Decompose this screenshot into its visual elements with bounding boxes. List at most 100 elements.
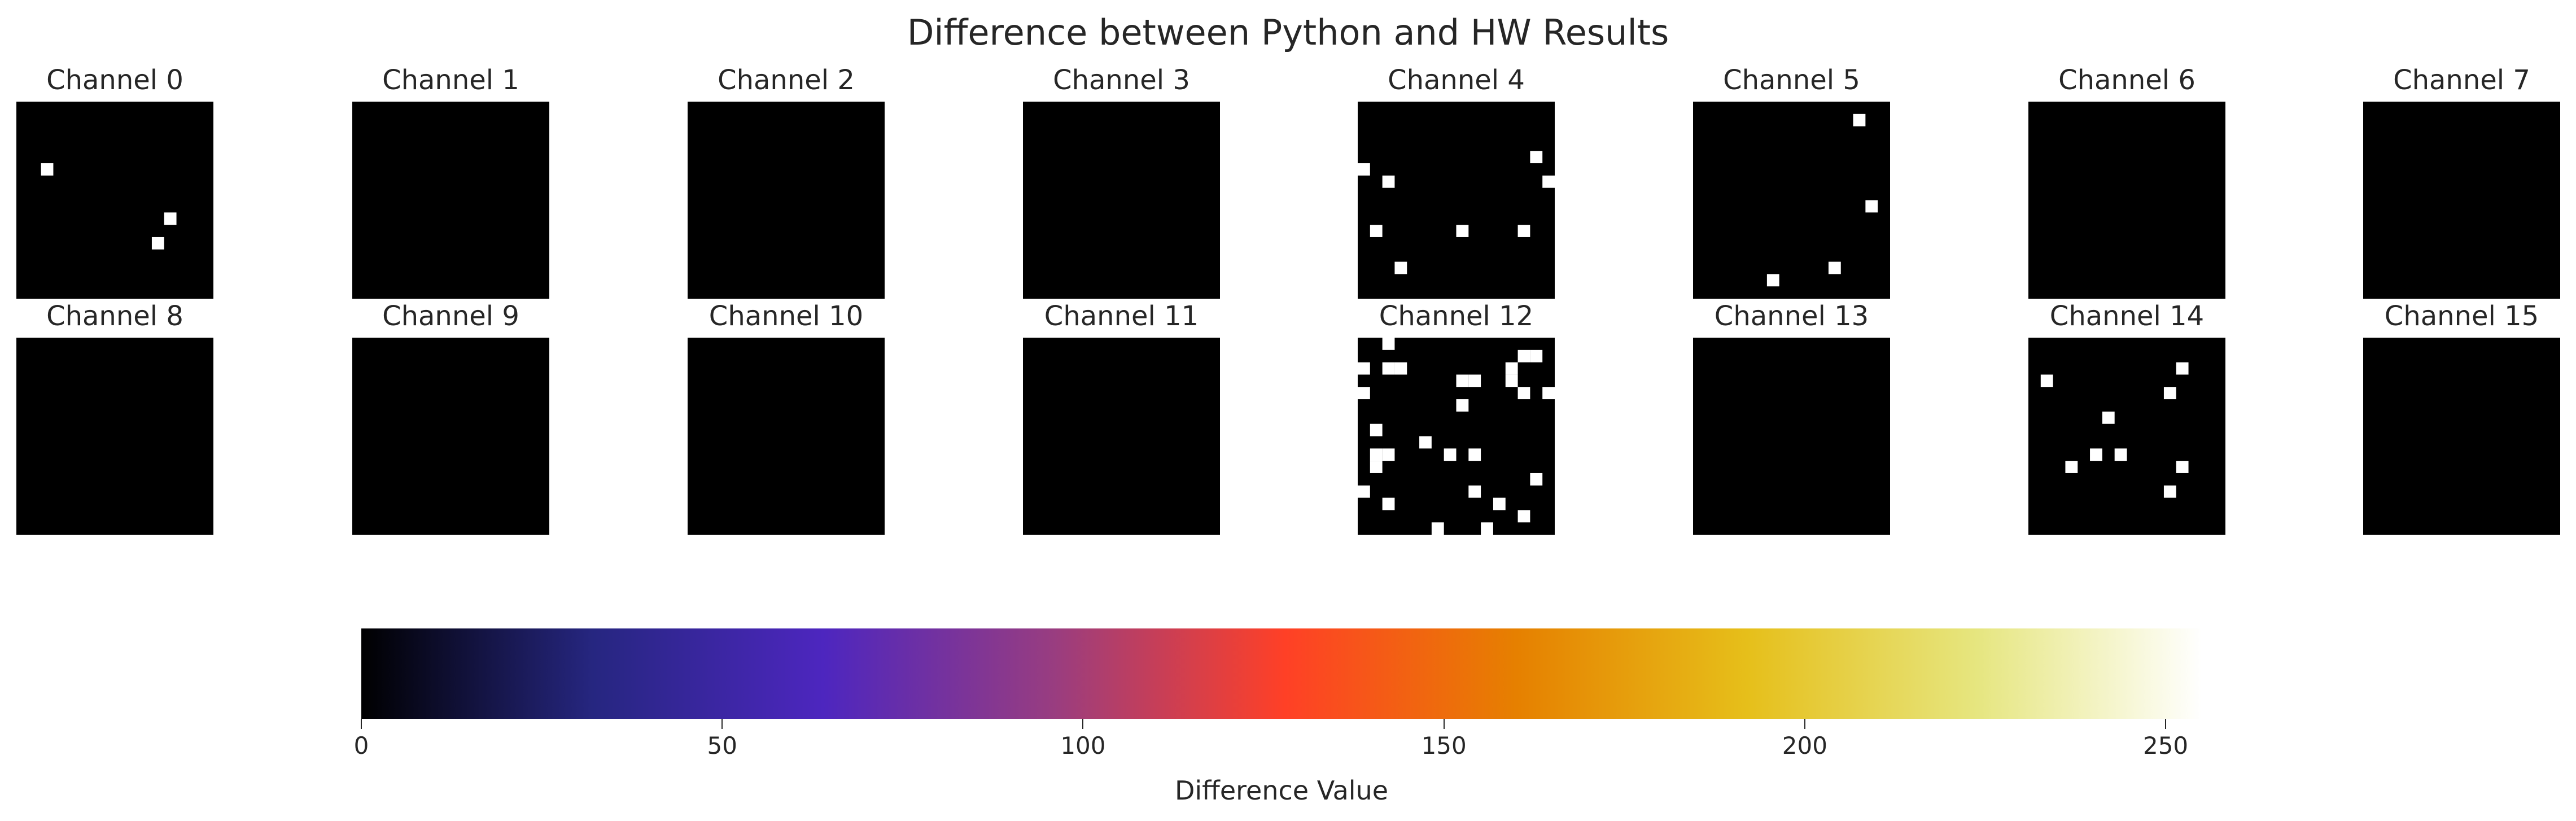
heatmap-cell: [1456, 399, 1469, 412]
heatmap-cell: [1865, 200, 1878, 213]
heatmap-cell: [1394, 261, 1407, 274]
panel-title: Channel 1: [382, 64, 519, 96]
heatmap-panel: [352, 102, 549, 299]
heatmap-panel: [2363, 338, 2560, 535]
heatmap-cell: [1444, 448, 1457, 461]
heatmap-cell: [1370, 448, 1383, 461]
heatmap-background: [688, 102, 885, 299]
panel-title: Channel 8: [46, 300, 183, 332]
heatmap-background: [2028, 338, 2225, 535]
heatmap-image: [16, 102, 213, 299]
chart-title: Difference between Python and HW Results: [907, 12, 1669, 53]
heatmap-image: [1358, 102, 1555, 299]
heatmap-panel: [688, 102, 885, 299]
heatmap-cell: [1382, 362, 1395, 375]
heatmap-cell: [2114, 448, 2127, 461]
heatmap-cell: [1456, 225, 1469, 237]
heatmap-cell: [1853, 113, 1866, 126]
heatmap-cell: [1394, 362, 1407, 375]
heatmap-cell: [1481, 522, 1493, 535]
colorbar-tick: [1082, 719, 1084, 729]
heatmap-cell: [164, 212, 177, 225]
heatmap-cell: [1530, 473, 1543, 486]
colorbar-tick-label: 150: [1421, 732, 1467, 759]
heatmap-cell: [1493, 497, 1506, 510]
heatmap-background: [1023, 338, 1220, 535]
heatmap-panel: [688, 338, 885, 535]
heatmap-cell: [1382, 175, 1395, 188]
heatmap-panel: [1023, 102, 1220, 299]
panel-title: Channel 15: [2384, 300, 2539, 332]
heatmap-cell: [1517, 510, 1530, 523]
heatmap-background: [16, 102, 213, 299]
heatmap-panel: [16, 338, 213, 535]
heatmap-cell: [1419, 436, 1432, 449]
panel-title: Channel 10: [708, 300, 864, 332]
heatmap-background: [1358, 102, 1555, 299]
heatmap-background: [1693, 338, 1890, 535]
colorbar-label: Difference Value: [1174, 775, 1389, 806]
heatmap-image: [1358, 338, 1555, 535]
heatmap-cell: [2176, 461, 2189, 473]
heatmap-panel: [1693, 102, 1890, 299]
colorbar-tick: [1443, 719, 1445, 729]
heatmap-cell: [2040, 374, 2053, 387]
heatmap-cell: [1370, 423, 1383, 436]
panel-title: Channel 12: [1379, 300, 1534, 332]
panel-title: Channel 11: [1044, 300, 1199, 332]
heatmap-cell: [1382, 338, 1395, 350]
heatmap-cell: [1370, 461, 1383, 473]
colorbar-tick-label: 0: [353, 732, 369, 759]
heatmap-cell: [1468, 448, 1481, 461]
heatmap-cell: [1358, 485, 1370, 498]
heatmap-background: [352, 102, 549, 299]
heatmap-background: [1693, 102, 1890, 299]
heatmap-image: [2363, 338, 2560, 535]
panel-title: Channel 4: [1388, 64, 1525, 96]
heatmap-background: [2363, 338, 2560, 535]
heatmap-panel: [2028, 338, 2225, 535]
heatmap-cell: [41, 163, 54, 176]
heatmap-image: [2028, 338, 2225, 535]
heatmap-cell: [2102, 411, 2115, 424]
heatmap-background: [352, 338, 549, 535]
heatmap-cell: [1468, 485, 1481, 498]
heatmap-background: [1023, 102, 1220, 299]
panel-title: Channel 7: [2393, 64, 2530, 96]
heatmap-image: [2028, 102, 2225, 299]
colorbar-tick: [2165, 719, 2167, 729]
heatmap-image: [352, 102, 549, 299]
heatmap-cell: [2090, 448, 2102, 461]
heatmap-cell: [1431, 522, 1444, 535]
colorbar-tick: [361, 719, 362, 729]
heatmap-panel: [352, 338, 549, 535]
heatmap-cell: [1358, 362, 1370, 375]
heatmap-panel: [1358, 338, 1555, 535]
panel-title: Channel 2: [718, 64, 855, 96]
colorbar-tick-label: 50: [707, 732, 737, 759]
heatmap-cell: [1382, 497, 1395, 510]
heatmap-background: [2028, 102, 2225, 299]
heatmap-cell: [1828, 261, 1841, 274]
heatmap-image: [352, 338, 549, 535]
heatmap-cell: [1505, 374, 1518, 387]
panel-title: Channel 6: [2058, 64, 2195, 96]
heatmap-background: [2363, 102, 2560, 299]
heatmap-panel: [2028, 102, 2225, 299]
heatmap-cell: [1358, 387, 1370, 400]
heatmap-image: [1693, 102, 1890, 299]
panel-title: Channel 14: [2049, 300, 2205, 332]
heatmap-cell: [1517, 225, 1530, 237]
heatmap-image: [1023, 102, 1220, 299]
heatmap-cell: [1517, 350, 1530, 363]
panel-title: Channel 0: [46, 64, 183, 96]
colorbar-tick-label: 200: [1782, 732, 1827, 759]
heatmap-image: [2363, 102, 2560, 299]
heatmap-cell: [1456, 374, 1469, 387]
heatmap-cell: [1530, 151, 1543, 164]
colorbar-rect: [361, 628, 2202, 719]
colorbar-gradient: [361, 628, 2202, 719]
heatmap-cell: [1542, 387, 1555, 400]
heatmap-cell: [1468, 374, 1481, 387]
